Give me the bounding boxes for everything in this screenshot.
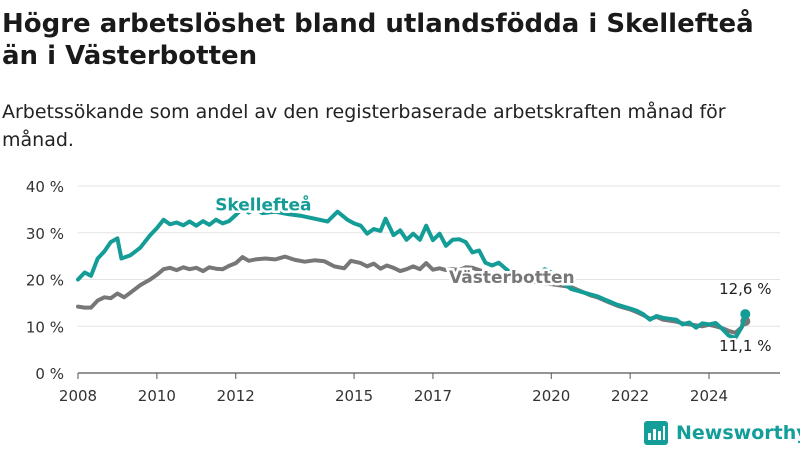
x-tick-label: 2024 [690, 387, 728, 405]
y-tick-label: 30 % [26, 225, 64, 243]
series-end-point [740, 309, 751, 320]
x-tick-label: 2022 [611, 387, 649, 405]
series-line-vasterbotten [76, 254, 748, 335]
x-tick-label: 2012 [217, 387, 255, 405]
y-tick-label: 10 % [26, 318, 64, 336]
y-tick-label: 0 % [35, 365, 64, 383]
x-tick-label: 2010 [138, 387, 176, 405]
chart-subtitle: Arbetssökande som andel av den registerb… [2, 101, 726, 151]
brand-name: Newsworthy [676, 422, 800, 444]
newsworthy-brand: Newsworthy [644, 420, 800, 446]
x-tick-label: 2017 [414, 387, 452, 405]
data-label-skelleftea: 12,6 % [719, 280, 771, 298]
bar-chart-logo-icon [644, 421, 668, 445]
series-name-label-vasterbotten: Västerbotten [449, 268, 575, 288]
y-tick-label: 20 % [26, 272, 64, 290]
x-tick-label: 2015 [335, 387, 373, 405]
data-label-vasterbotten: 11,1 % [719, 337, 771, 355]
series-name-label-skelleftea: Skellefteå [215, 193, 311, 215]
x-tick-label: 2020 [532, 387, 570, 405]
x-tick-label: 2008 [59, 387, 97, 405]
chart-title: Högre arbetslöshet bland utlandsfödda i … [2, 9, 754, 71]
series-line-skelleftea [76, 206, 748, 340]
y-tick-label: 40 % [26, 178, 64, 196]
